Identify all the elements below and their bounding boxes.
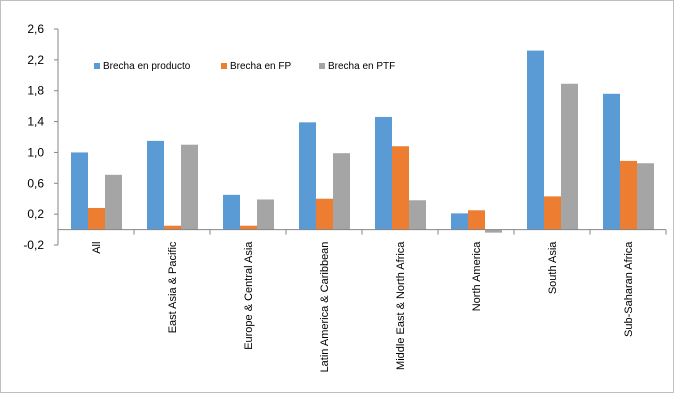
x-tick-label: Sub-Saharan Africa [623,241,635,337]
y-tick-label: 0,6 [27,176,44,190]
y-tick-label: 1,0 [27,145,44,159]
bar-3-4 [333,153,350,230]
bar-1-3 [223,194,240,230]
y-tick-label: 2,6 [27,22,44,36]
bar-2-5 [392,146,409,230]
bar-2-1 [88,207,105,230]
x-tick-label: East Asia & Pacific [167,241,179,333]
bar-1-2 [147,140,164,230]
legend-swatch [94,63,100,69]
bar-1-7 [527,50,544,230]
bar-1-5 [375,116,392,230]
bar-2-2 [164,225,181,230]
bar-3-6 [485,229,502,233]
x-tick-label: Latin America & Caribbean [319,242,331,373]
x-tick-label: South Asia [547,241,559,294]
legend-swatch [319,63,325,69]
bar-3-1 [105,174,122,230]
legend-label: Brecha en producto [103,61,191,72]
bar-3-5 [409,200,426,230]
bar-1-8 [603,93,620,230]
legend-swatch [221,63,227,69]
legend-label: Brecha en PTF [328,61,395,72]
bar-2-3 [240,225,257,230]
bar-2-6 [468,210,485,230]
x-tick-label: All [91,242,103,254]
y-tick-label: 0,2 [27,207,44,221]
y-tick-label: 1,4 [27,115,44,129]
y-tick-label: 2,2 [27,53,44,67]
bar-3-3 [257,199,274,230]
bar-1-1 [71,152,88,230]
bar-3-7 [561,83,578,230]
bar-3-8 [637,163,654,230]
bar-3-2 [181,144,198,230]
legend: Brecha en producto Brecha en FP Brecha en … [94,61,395,72]
bar-2-4 [316,198,333,230]
x-tick-label: Middle East & North Africa [395,241,407,370]
y-tick-label: 1,8 [27,84,44,98]
y-axis: -0,2 0,2 0,6 1,0 1,4 1,8 2,2 2,6 [23,22,59,252]
y-tick-label: -0,2 [23,238,44,252]
x-tick-label: North America [471,241,483,312]
bar-1-4 [299,122,316,230]
x-axis: All East Asia & Pacific Europe & Central A… [57,229,667,373]
bar-2-7 [544,196,561,230]
legend-label: Brecha en FP [230,61,291,72]
bar-1-6 [451,213,468,230]
bars [71,50,654,233]
x-tick-label: Europe & Central Asia [243,241,255,350]
bar-2-8 [620,160,637,230]
